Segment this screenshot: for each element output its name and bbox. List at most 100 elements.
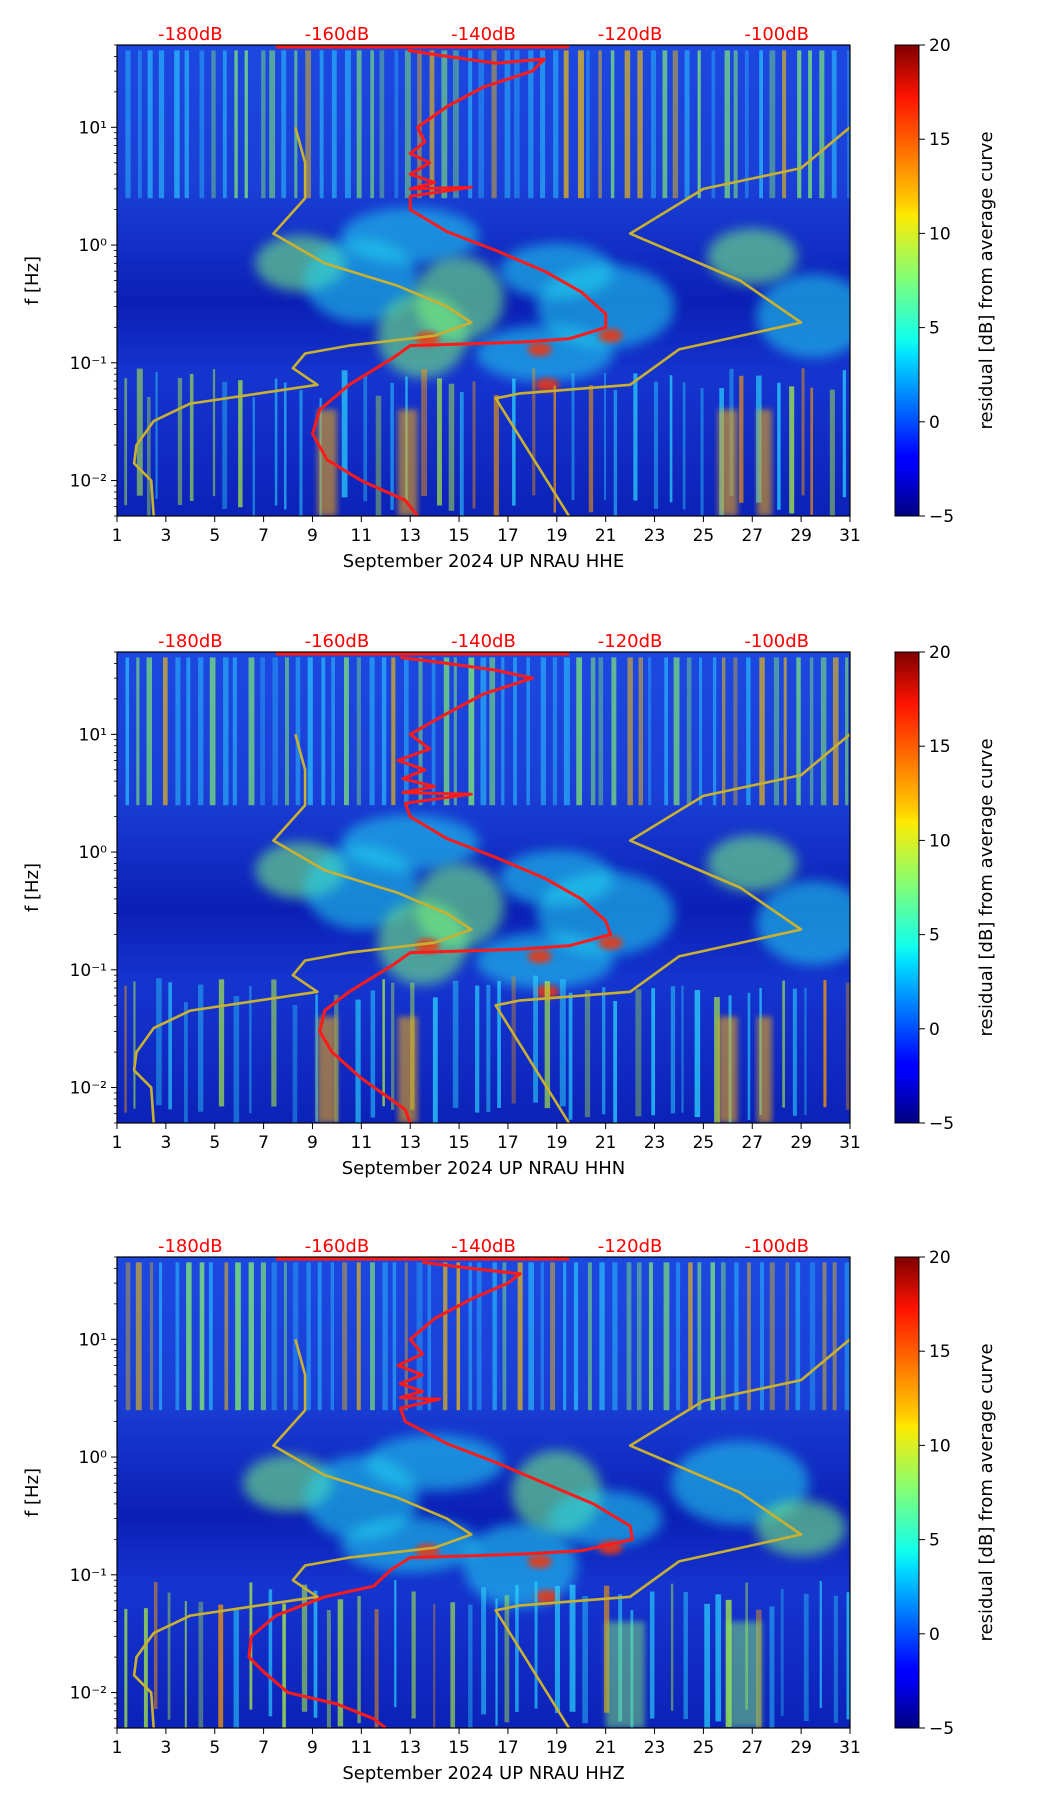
lf-streak (553, 385, 556, 513)
noise-blob (341, 1516, 480, 1573)
lf-streak (810, 387, 814, 515)
x-tick-label: 11 (351, 526, 373, 546)
colorbar-tick-label: 20 (929, 1248, 951, 1268)
hf-stripe (587, 1262, 592, 1411)
hf-stripe (429, 50, 435, 199)
hf-stripe (468, 50, 473, 199)
lf-streak (559, 979, 566, 1107)
lf-streak (268, 1589, 273, 1717)
lf-streak (421, 368, 428, 497)
noise-blob (341, 814, 480, 871)
lf-streak (146, 396, 151, 516)
hf-stripe (489, 657, 496, 806)
lf-streak (363, 374, 368, 502)
hf-stripe (720, 1262, 726, 1411)
colorbar-tick-label: −5 (929, 507, 954, 527)
lf-streak (515, 1584, 519, 1712)
hf-stripe (760, 1262, 764, 1411)
x-tick-label: 3 (160, 1738, 171, 1758)
hf-stripe (416, 1262, 423, 1411)
lf-band (397, 409, 418, 516)
db-scale-label: -160dB (305, 24, 370, 45)
hf-stripe (573, 1262, 579, 1411)
hf-stripe (599, 1262, 605, 1411)
lf-streak (212, 369, 216, 497)
lf-streak (512, 378, 516, 506)
hf-stripe (198, 657, 204, 806)
lf-streak (459, 391, 464, 516)
lf-band (757, 409, 772, 516)
lf-streak (167, 1592, 171, 1720)
hf-stripe (370, 1262, 375, 1411)
x-tick-label: 31 (839, 1133, 861, 1153)
lf-streak (497, 980, 501, 1108)
y-tick-label: 10⁻¹ (70, 961, 107, 981)
lf-streak (613, 1001, 618, 1123)
x-tick-label: 11 (351, 1738, 373, 1758)
hf-stripe (769, 1262, 775, 1411)
lf-streak (845, 982, 850, 1110)
lf-streak (670, 986, 676, 1114)
db-scale-label: -100dB (744, 631, 809, 652)
y-axis-label: f [Hz] (22, 863, 43, 912)
hf-stripe (431, 657, 436, 806)
lf-streak (571, 373, 575, 501)
lf-streak (394, 1580, 397, 1708)
hf-stripe (186, 657, 191, 806)
hf-stripe (809, 1262, 816, 1411)
hot-spot (527, 949, 552, 964)
lf-streak (700, 388, 704, 516)
lf-streak (238, 380, 243, 508)
lf-streak (432, 997, 438, 1123)
x-tick-label: 5 (209, 1133, 220, 1153)
hf-stripe (550, 1262, 556, 1411)
hf-stripe (796, 657, 801, 806)
hf-stripe (125, 657, 130, 806)
hf-stripe (331, 50, 337, 199)
hf-stripe (744, 50, 749, 199)
hf-stripe (295, 657, 301, 806)
lf-streak (124, 1608, 128, 1728)
lf-streak (472, 381, 476, 509)
lf-streak (769, 1606, 775, 1728)
heatmap-area (117, 1257, 850, 1728)
x-axis-label: September 2024 UP NRAU HHE (343, 551, 624, 572)
hot-spot (535, 377, 560, 392)
x-tick-label: 19 (546, 1738, 568, 1758)
hf-stripe (577, 50, 584, 199)
hf-stripe (648, 1262, 653, 1411)
hf-stripe (281, 50, 287, 199)
lf-streak (184, 1002, 188, 1123)
hf-stripe (782, 50, 787, 199)
lf-streak (651, 988, 656, 1116)
hf-stripe (175, 1262, 180, 1411)
db-scale-label: -100dB (744, 24, 809, 45)
colorbar-tick-label: 5 (929, 1531, 940, 1551)
x-tick-label: 27 (741, 526, 763, 546)
lf-streak (803, 1593, 809, 1721)
lf-streak (337, 1599, 344, 1727)
hf-stripe (712, 657, 717, 806)
heatmap-area (117, 45, 850, 516)
hf-stripe (356, 50, 362, 199)
hf-stripe (209, 657, 216, 806)
lf-streak (486, 984, 491, 1112)
hf-stripe (844, 1262, 850, 1411)
y-tick-label: 10⁰ (79, 236, 108, 256)
x-tick-label: 1 (112, 1133, 123, 1153)
hf-stripe (208, 1262, 213, 1411)
colorbar-tick-label: 20 (929, 36, 951, 56)
hf-stripe (540, 1262, 544, 1411)
x-tick-label: 15 (448, 1133, 470, 1153)
hf-stripe (710, 1262, 715, 1411)
x-tick-label: 19 (546, 1133, 568, 1153)
y-axis-label: f [Hz] (22, 1468, 43, 1517)
lf-streak (143, 1608, 148, 1728)
hf-stripe (697, 50, 701, 199)
hf-stripe (184, 50, 189, 199)
hf-stripe (783, 657, 787, 806)
lf-streak (282, 1603, 286, 1728)
lf-streak (635, 989, 642, 1117)
hf-stripe (232, 657, 237, 806)
db-scale-label: -120dB (598, 1236, 663, 1257)
